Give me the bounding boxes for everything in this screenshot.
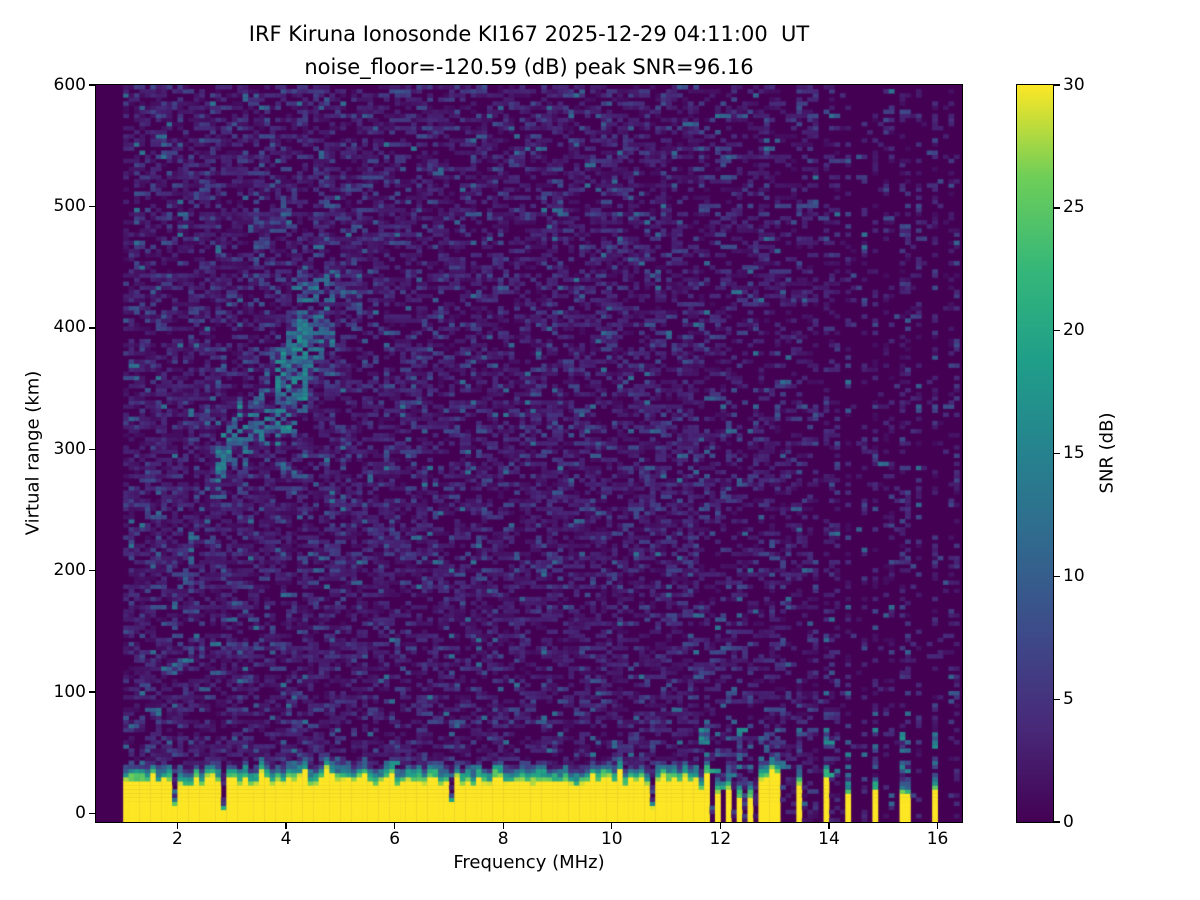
colorbar-tick-label: 25 bbox=[1063, 197, 1085, 218]
x-tick-mark bbox=[936, 823, 939, 829]
y-tick-label: 200 bbox=[53, 560, 86, 581]
x-tick-mark bbox=[502, 823, 504, 829]
ionogram-heatmap bbox=[96, 85, 962, 822]
y-tick-label: 500 bbox=[53, 195, 86, 216]
y-tick-label: 300 bbox=[53, 438, 86, 459]
x-tick-label: 12 bbox=[709, 829, 732, 849]
y-tick-label: 400 bbox=[53, 317, 86, 338]
colorbar-tick-label: 5 bbox=[1063, 688, 1074, 709]
colorbar-tick-label: 10 bbox=[1063, 565, 1085, 586]
colorbar-tick-label: 0 bbox=[1063, 811, 1074, 832]
x-tick-label: 16 bbox=[926, 829, 949, 849]
colorbar-tick-mark bbox=[1054, 575, 1060, 578]
colorbar-tick-mark bbox=[1054, 330, 1060, 332]
x-tick-mark bbox=[719, 823, 722, 829]
x-tick-label: 8 bbox=[497, 829, 509, 849]
y-tick-mark bbox=[89, 84, 95, 86]
figure-subtitle: noise_floor=-120.59 (dB) peak SNR=96.16 bbox=[304, 55, 754, 79]
colorbar-label: SNR (dB) bbox=[1096, 412, 1118, 494]
y-tick-mark bbox=[89, 691, 95, 693]
y-tick-mark bbox=[89, 327, 95, 329]
y-tick-mark bbox=[89, 205, 95, 208]
colorbar-tick-mark bbox=[1054, 84, 1060, 86]
y-tick-label: 600 bbox=[53, 74, 86, 95]
y-tick-mark bbox=[89, 570, 95, 572]
x-tick-label: 2 bbox=[172, 829, 183, 849]
x-tick-label: 10 bbox=[600, 829, 623, 849]
x-tick-mark bbox=[828, 823, 830, 829]
colorbar-tick-mark bbox=[1054, 207, 1060, 209]
x-tick-mark bbox=[285, 823, 287, 829]
y-tick-mark bbox=[89, 448, 95, 450]
y-tick-label: 100 bbox=[53, 681, 86, 702]
x-tick-mark bbox=[176, 823, 179, 829]
y-tick-label: 0 bbox=[75, 803, 86, 823]
colorbar-tick-mark bbox=[1054, 821, 1060, 823]
x-tick-mark bbox=[394, 823, 396, 829]
colorbar bbox=[1016, 84, 1054, 823]
x-tick-label: 6 bbox=[389, 829, 401, 849]
colorbar-tick-label: 15 bbox=[1063, 443, 1085, 463]
y-tick-mark bbox=[89, 812, 95, 815]
colorbar-tick-label: 30 bbox=[1063, 74, 1085, 95]
x-axis-label: Frequency (MHz) bbox=[453, 852, 605, 873]
x-tick-label: 14 bbox=[818, 829, 840, 849]
figure-title: IRF Kiruna Ionosonde KI167 2025-12-29 04… bbox=[248, 22, 810, 46]
x-tick-label: 4 bbox=[280, 829, 292, 849]
colorbar-tick-mark bbox=[1054, 698, 1060, 700]
colorbar-tick-mark bbox=[1054, 452, 1060, 455]
x-tick-mark bbox=[611, 823, 613, 829]
colorbar-tick-label: 20 bbox=[1063, 320, 1085, 341]
plot-area bbox=[95, 84, 963, 823]
